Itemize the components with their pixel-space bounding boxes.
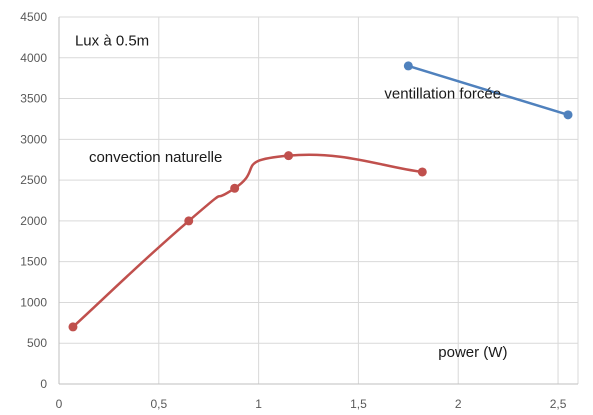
series-convection-naturelle: [68, 151, 427, 332]
y-tick-label: 500: [27, 336, 47, 350]
x-tick-label: 1: [255, 397, 262, 411]
data-point: [284, 151, 294, 161]
y-tick-label: 4500: [20, 10, 47, 24]
x-tick-label: 2: [455, 397, 462, 411]
x-tick-label: 0,5: [150, 397, 167, 411]
data-point: [563, 110, 573, 120]
annotation-label: power (W): [438, 344, 507, 361]
series: [68, 61, 573, 332]
y-tick-labels: 0 500 1000 1500 2000 2500 3000 3500 4000 4500: [20, 10, 47, 391]
data-point: [417, 167, 427, 177]
x-tick-labels: 0 0,5 1 1,5 2 2,5: [56, 397, 567, 411]
y-tick-label: 2500: [20, 173, 47, 187]
data-point: [230, 183, 240, 193]
x-tick-label: 0: [56, 397, 63, 411]
series-line: [407, 64, 569, 117]
x-tick-label: 2,5: [550, 397, 567, 411]
y-tick-label: 0: [40, 377, 47, 391]
y-tick-label: 1000: [20, 295, 47, 309]
data-point: [403, 61, 413, 71]
y-tick-label: 2000: [20, 214, 47, 228]
y-tick-label: 1500: [20, 255, 47, 269]
y-tick-label: 4000: [20, 51, 47, 65]
grid-lines: [59, 16, 579, 384]
y-tick-label: 3500: [20, 92, 47, 106]
axes: [58, 17, 578, 385]
y-tick-label: 3000: [20, 132, 47, 146]
x-tick-label: 1,5: [350, 397, 367, 411]
series-ventillation-forcee: [403, 61, 573, 120]
data-point: [68, 322, 78, 332]
data-point: [184, 216, 194, 226]
annotation-label: ventillation forcée: [384, 86, 501, 103]
annotation-label: convection naturelle: [89, 149, 222, 166]
annotation-label: Lux à 0.5m: [75, 33, 149, 50]
annotations: Lux à 0.5m convection naturelle ventillati…: [75, 33, 507, 362]
